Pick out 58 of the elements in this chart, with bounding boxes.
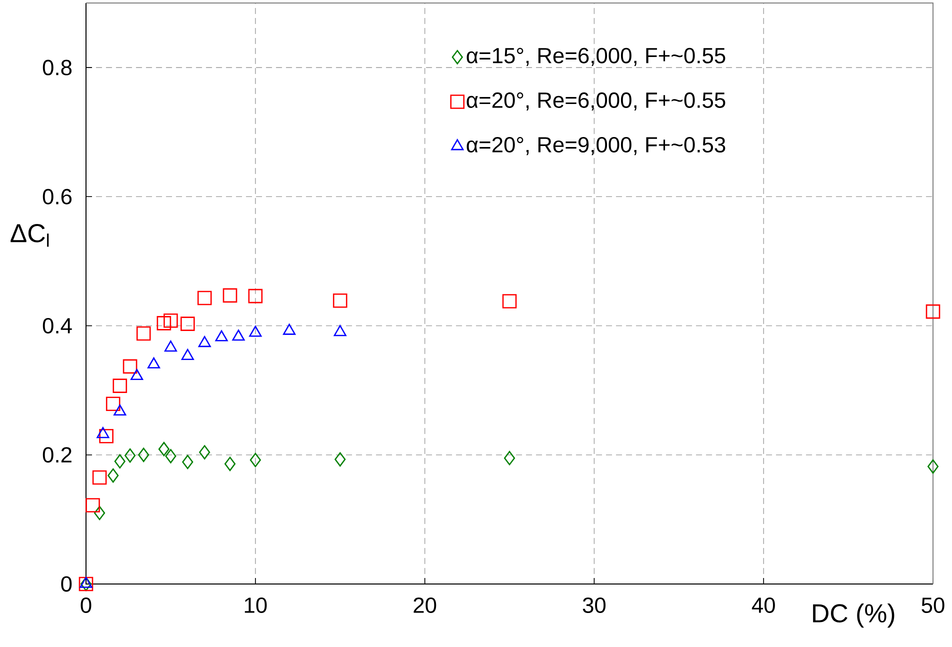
- point: [147, 357, 160, 368]
- point: [106, 396, 120, 412]
- point: [136, 326, 151, 341]
- point: [250, 452, 261, 468]
- y-axis-title: ΔC$_{l}$: [10, 224, 49, 247]
- point: [99, 429, 114, 444]
- point: [164, 340, 177, 352]
- x-tick-label: 50: [922, 597, 944, 614]
- point: [108, 468, 119, 483]
- point: [927, 459, 939, 474]
- point: [180, 316, 195, 331]
- point: [332, 293, 348, 308]
- x-tick-label: 30: [582, 597, 606, 614]
- x-tick-label: 40: [752, 597, 775, 614]
- point: [181, 348, 194, 360]
- point: [248, 288, 263, 304]
- point: [249, 326, 262, 337]
- point: [165, 449, 176, 464]
- point: [164, 313, 178, 328]
- point: [283, 324, 296, 335]
- y-tick-label: 0.4: [42, 318, 72, 334]
- point: [504, 450, 516, 466]
- y-tick-label: 0.6: [42, 188, 72, 204]
- point: [224, 456, 236, 472]
- legend-label: α=15°, Re=6,000, F+~0.55: [466, 48, 726, 66]
- point: [334, 452, 346, 467]
- x-tick-label: 0: [80, 597, 92, 614]
- point: [198, 336, 211, 348]
- y-tick-label: 0: [61, 576, 72, 592]
- point: [124, 448, 136, 463]
- point: [182, 454, 194, 470]
- x-axis-title: DC (%): [813, 603, 894, 628]
- point: [926, 304, 940, 319]
- point: [86, 498, 100, 512]
- point: [156, 316, 172, 330]
- point: [130, 368, 144, 380]
- point: [114, 404, 126, 416]
- point: [92, 470, 107, 485]
- point: [222, 288, 238, 303]
- point: [232, 330, 245, 341]
- x-tick-label: 10: [244, 597, 267, 614]
- point: [158, 442, 170, 456]
- point: [96, 427, 110, 438]
- point: [122, 359, 138, 374]
- point: [94, 506, 106, 520]
- legend-label: α=20°, Re=9,000, F+~0.53: [466, 136, 726, 156]
- x-tick-label: 20: [414, 597, 436, 614]
- y-tick-label: 0.8: [42, 60, 72, 76]
- point: [112, 378, 128, 393]
- y-tick-label: 0.2: [42, 447, 72, 463]
- point: [334, 325, 346, 336]
- point: [138, 448, 150, 462]
- point: [502, 294, 517, 308]
- point: [199, 445, 210, 460]
- point: [114, 454, 126, 468]
- point: [197, 290, 212, 306]
- legend-label: α=20°, Re=6,000, F+~0.55: [466, 92, 726, 111]
- point: [215, 330, 228, 342]
